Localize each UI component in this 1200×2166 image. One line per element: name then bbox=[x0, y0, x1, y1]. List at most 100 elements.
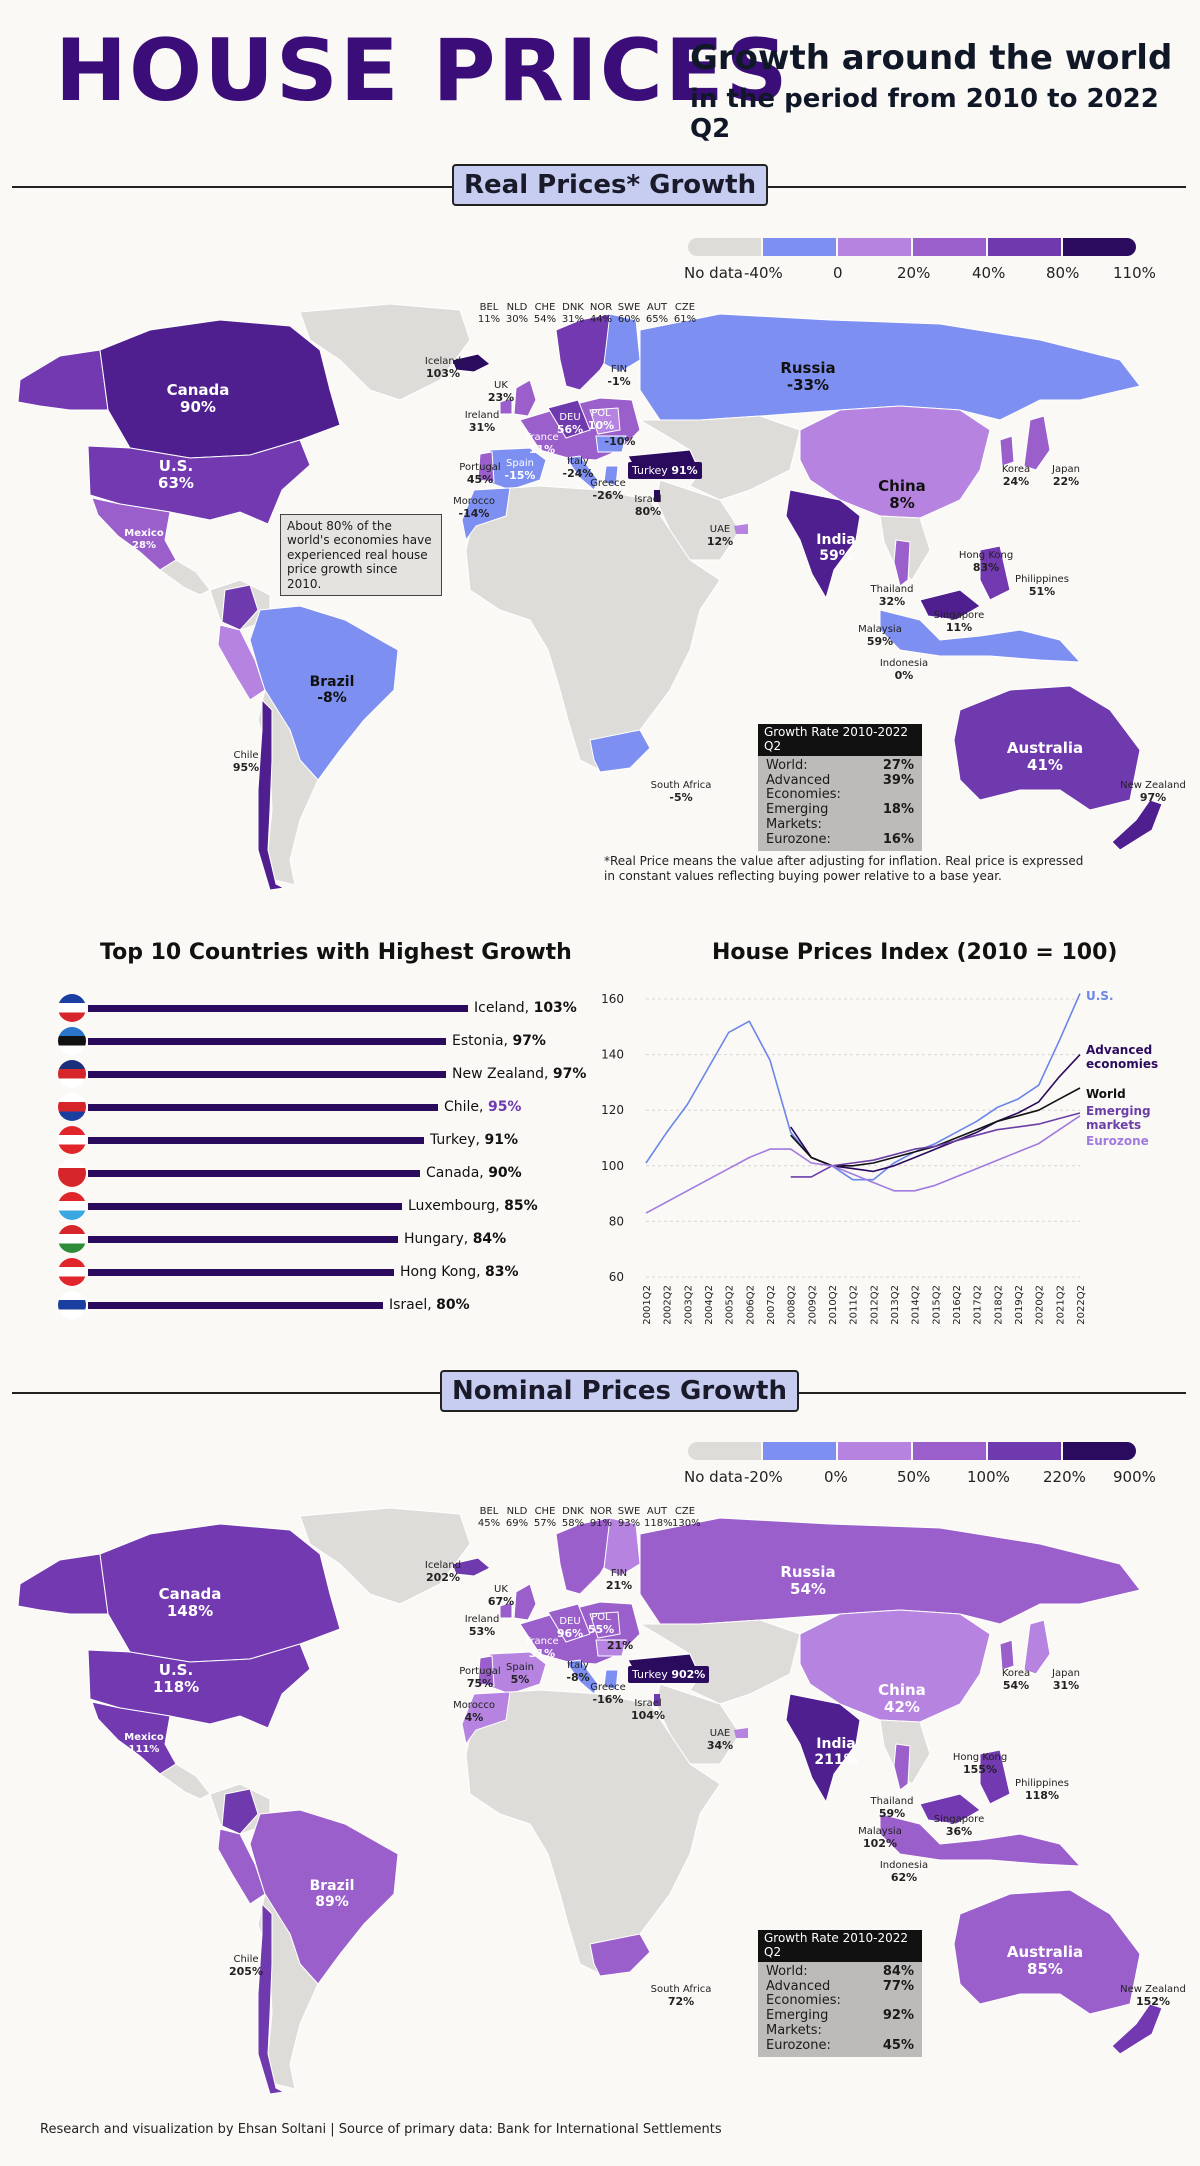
map-label-india: India 59% bbox=[816, 532, 856, 565]
flag-icon bbox=[58, 1192, 86, 1220]
map-label-japan: Japan 22% bbox=[1052, 464, 1080, 488]
legend-swatch bbox=[1063, 1442, 1136, 1460]
growth-row: Advanced Economies: 77% bbox=[766, 1978, 914, 2009]
flag-icon bbox=[58, 994, 86, 1022]
series-line-world bbox=[790, 1087, 1081, 1167]
map-label-us: U.S. 63% bbox=[158, 457, 194, 493]
map-label-singapore: Singapore 36% bbox=[933, 1814, 985, 1838]
bar-country: Canada, bbox=[426, 1165, 489, 1181]
map-label-fin: FIN -1% bbox=[607, 364, 631, 388]
bar-value: 91% bbox=[484, 1132, 518, 1148]
bar-row: Canada, 90% bbox=[58, 1159, 522, 1189]
flag-icon bbox=[58, 1126, 86, 1154]
map-label-australia: Australia 85% bbox=[1006, 1943, 1084, 1979]
map-label-swe: SWE 93% bbox=[617, 1506, 641, 1529]
map-label-aut: AUT 65% bbox=[645, 302, 669, 325]
y-tick-label: 140 bbox=[601, 1048, 624, 1062]
map-label-hungary: -10% bbox=[604, 435, 636, 448]
legend-label: 20% bbox=[897, 264, 931, 282]
bar-label: Canada, 90% bbox=[426, 1165, 522, 1181]
map-label-nld: NLD 69% bbox=[505, 1506, 529, 1529]
legend-swatch bbox=[913, 238, 986, 256]
growth-row: Emerging Markets: 92% bbox=[766, 2008, 914, 2039]
legend-swatch bbox=[988, 238, 1061, 256]
real-growth-box: Growth Rate 2010-2022 Q2 World: 27% Advan… bbox=[758, 724, 922, 852]
map-label-dnk: DNK 31% bbox=[561, 302, 585, 325]
map-label-china: China 8% bbox=[878, 477, 926, 513]
map-label-cze: CZE 61% bbox=[673, 302, 697, 325]
map-label-turkey: Turkey 902% bbox=[628, 1666, 710, 1683]
bar-value: 85% bbox=[504, 1198, 538, 1214]
map-label-cze: CZE 130% bbox=[672, 1506, 701, 1529]
bar-label: Estonia, 97% bbox=[452, 1033, 546, 1049]
series-label-emerging: Emerging markets bbox=[1086, 1104, 1151, 1132]
y-tick-label: 60 bbox=[609, 1270, 624, 1284]
map-label-mexico: Mexico 28% bbox=[124, 528, 164, 551]
bar bbox=[88, 1038, 446, 1045]
map-label-deu: DEU 96% bbox=[556, 1616, 584, 1640]
bar-label: Hong Kong, 83% bbox=[400, 1264, 519, 1280]
series-label-world: World bbox=[1086, 1087, 1126, 1101]
bar-country: Hong Kong, bbox=[400, 1264, 486, 1280]
map-label-bel: BEL 45% bbox=[477, 1506, 501, 1529]
legend-label: 50% bbox=[897, 1468, 931, 1486]
map-label-ireland: Ireland 53% bbox=[464, 1614, 500, 1638]
main-title: HOUSE PRICES bbox=[55, 21, 790, 121]
legend-label: 220% bbox=[1043, 1468, 1086, 1486]
map-label-bel: BEL 11% bbox=[477, 302, 501, 325]
bar bbox=[88, 1203, 402, 1210]
growth-row: Advanced Economies: 39% bbox=[766, 772, 914, 803]
bar-row: Luxembourg, 85% bbox=[58, 1192, 538, 1222]
map-label-italy: Italy -8% bbox=[566, 1660, 590, 1684]
map-label-pol: POL 10% bbox=[587, 408, 615, 432]
legend-swatch bbox=[913, 1442, 986, 1460]
map-label-hongkong: Hong Kong 155% bbox=[952, 1752, 1008, 1776]
bar-country: New Zealand, bbox=[452, 1066, 553, 1082]
legend-label: 80% bbox=[1046, 264, 1080, 282]
series-label-advanced: Advanced economies bbox=[1086, 1043, 1159, 1071]
europe-labels-nominal: BEL 45% NLD 69% CHE 57% DNK 58% NOR 91% SWE 93… bbox=[476, 1506, 701, 1529]
x-tick-label: 2008Q2 bbox=[787, 1285, 798, 1325]
x-tick-label: 2020Q2 bbox=[1035, 1285, 1046, 1325]
x-tick-label: 2021Q2 bbox=[1055, 1285, 1066, 1325]
series-line-emerging-markets bbox=[790, 1112, 1081, 1178]
map-label-france: France 11% bbox=[525, 432, 559, 456]
map-label-malaysia: Malaysia 59% bbox=[858, 624, 902, 648]
map-label-southafrica: South Africa 72% bbox=[650, 1984, 712, 2008]
bar-row: Iceland, 103% bbox=[58, 994, 577, 1024]
flag-icon bbox=[58, 1027, 86, 1055]
legend-label: No data bbox=[684, 1468, 743, 1486]
map-label-ireland: Ireland 31% bbox=[464, 410, 500, 434]
map-label-russia: Russia -33% bbox=[780, 359, 836, 395]
map-label-brazil: Brazil -8% bbox=[309, 674, 355, 707]
map-label-newzealand: New Zealand 152% bbox=[1120, 1984, 1186, 2008]
map-label-malaysia: Malaysia 102% bbox=[858, 1826, 902, 1850]
bar bbox=[88, 1104, 438, 1111]
map-label-pol: POL 55% bbox=[587, 1612, 615, 1636]
map-label-spain: Spain 5% bbox=[506, 1662, 534, 1686]
bar bbox=[88, 1236, 398, 1243]
growth-row: World: 27% bbox=[766, 757, 914, 773]
legend-label: 40% bbox=[972, 264, 1006, 282]
index-chart-title: House Prices Index (2010 = 100) bbox=[712, 940, 1118, 965]
x-tick-label: 2019Q2 bbox=[1014, 1285, 1025, 1325]
map-label-hongkong: Hong Kong 83% bbox=[958, 550, 1014, 574]
map-label-deu: DEU 56% bbox=[556, 412, 584, 436]
map-label-chile: Chile 95% bbox=[232, 750, 260, 774]
map-label-hungary: 21% bbox=[606, 1639, 634, 1652]
x-tick-label: 2016Q2 bbox=[952, 1285, 963, 1325]
map-label-israel: Israel 80% bbox=[634, 494, 662, 518]
map-label-mexico: Mexico 111% bbox=[124, 1732, 164, 1755]
map-label-iceland: Iceland 202% bbox=[424, 1560, 462, 1584]
bar-country: Israel, bbox=[389, 1297, 437, 1313]
bar-country: Estonia, bbox=[452, 1033, 513, 1049]
nominal-growth-box: Growth Rate 2010-2022 Q2 World: 84% Advan… bbox=[758, 1930, 922, 2058]
legend-swatch bbox=[1063, 238, 1136, 256]
subtitle-line2: in the period from 2010 to 2022 Q2 bbox=[690, 84, 1159, 144]
map-label-nor: NOR 44% bbox=[589, 302, 613, 325]
map-label-brazil: Brazil 89% bbox=[309, 1878, 355, 1911]
flag-icon bbox=[58, 1225, 86, 1253]
x-tick-label: 2006Q2 bbox=[745, 1285, 756, 1325]
x-tick-label: 2014Q2 bbox=[911, 1285, 922, 1325]
map-label-india: India 211% bbox=[814, 1736, 858, 1769]
